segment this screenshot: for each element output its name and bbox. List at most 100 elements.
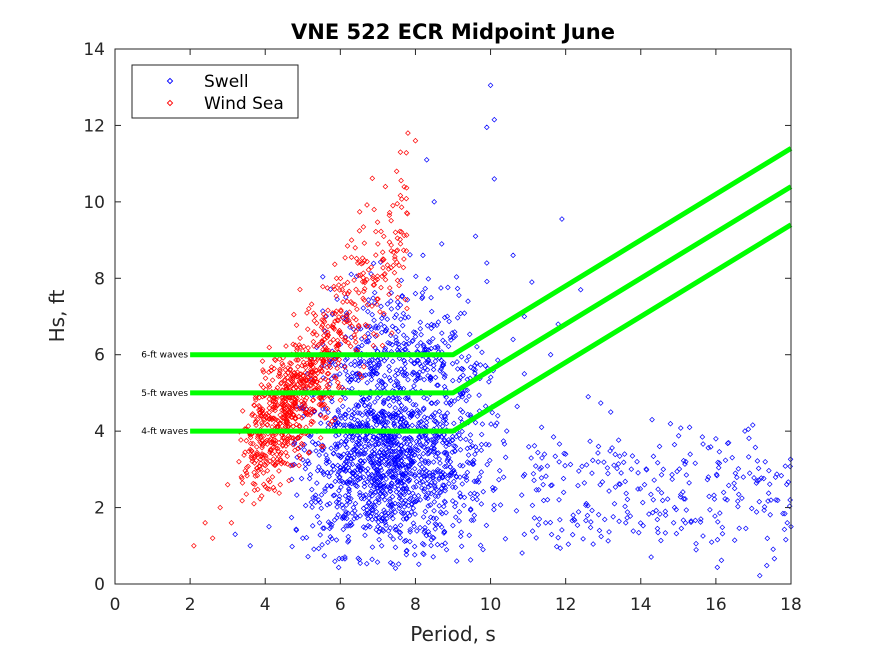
swell-point — [408, 435, 414, 442]
swell-point — [655, 486, 661, 493]
swell-point — [686, 480, 692, 486]
swell-point — [373, 456, 380, 462]
wind-sea-point — [257, 404, 263, 410]
swell-point — [655, 529, 661, 536]
swell-point — [301, 441, 308, 448]
swell-point — [427, 374, 434, 380]
swell-point — [395, 328, 402, 335]
wind-sea-point — [327, 339, 334, 346]
swell-point — [396, 495, 403, 502]
swell-point — [637, 520, 644, 526]
swell-point — [654, 516, 661, 523]
swell-point — [389, 448, 396, 455]
wind-sea-point — [299, 406, 305, 412]
wind-sea-point — [238, 437, 244, 443]
swell-point — [367, 365, 374, 372]
swell-point — [312, 492, 319, 498]
swell-point — [740, 474, 747, 480]
swell-point — [344, 372, 351, 379]
swell-point — [719, 524, 726, 531]
wind-sea-point — [298, 432, 304, 439]
wind-sea-point — [306, 449, 312, 456]
swell-point — [336, 453, 343, 459]
wind-sea-point — [303, 383, 309, 390]
wind-sea-point — [314, 342, 321, 349]
wind-sea-point — [252, 473, 259, 479]
swell-point — [766, 481, 773, 487]
swell-point — [648, 554, 654, 560]
swell-point — [454, 285, 461, 292]
wind-sea-point — [312, 376, 318, 382]
swell-point — [386, 395, 392, 401]
swell-point — [333, 537, 340, 543]
swell-point — [351, 362, 358, 369]
swell-point — [610, 514, 616, 520]
swell-point — [362, 510, 369, 517]
swell-point — [391, 433, 398, 439]
swell-point — [536, 516, 543, 522]
swell-point — [531, 443, 538, 449]
swell-point — [428, 414, 434, 420]
wind-sea-point — [276, 356, 283, 362]
swell-point — [683, 472, 690, 478]
wind-sea-point — [333, 343, 339, 349]
swell-point — [422, 365, 428, 371]
wind-sea-point — [209, 535, 216, 541]
wind-sea-point — [335, 317, 342, 324]
swell-point — [348, 271, 354, 278]
wind-sea-point — [380, 265, 386, 271]
swell-point — [315, 545, 322, 552]
wind-sea-point — [390, 202, 396, 209]
wind-sea-point — [254, 452, 260, 458]
wind-sea-point — [282, 383, 289, 389]
swell-point — [518, 492, 525, 498]
swell-point — [491, 176, 498, 182]
swell-point — [768, 497, 774, 503]
swell-point — [335, 407, 341, 413]
wind-sea-point — [266, 409, 273, 416]
swell-point — [553, 543, 560, 550]
swell-point — [404, 436, 411, 442]
swell-point — [459, 428, 465, 435]
swell-point — [474, 447, 480, 454]
wind-sea-point — [388, 264, 394, 271]
swell-point — [343, 523, 349, 529]
swell-point — [464, 387, 471, 394]
swell-point — [581, 480, 588, 486]
swell-point — [384, 316, 391, 322]
swell-point — [368, 488, 374, 495]
wind-sea-point — [356, 371, 363, 377]
wind-sea-point — [266, 400, 273, 407]
swell-point — [416, 439, 423, 445]
swell-point — [403, 341, 409, 348]
swell-point — [376, 497, 382, 503]
swell-point — [404, 297, 411, 303]
swell-point — [535, 486, 542, 493]
swell-point — [355, 403, 362, 410]
swell-point — [700, 441, 706, 447]
swell-point — [479, 421, 486, 427]
wind-sea-point — [260, 367, 266, 373]
wind-sea-point — [297, 371, 303, 378]
x-tick-label: 4 — [260, 595, 271, 615]
swell-point — [430, 449, 437, 455]
swell-point — [410, 459, 416, 465]
swell-point — [391, 461, 398, 467]
wind-sea-point — [336, 287, 343, 293]
swell-point — [438, 285, 444, 291]
swell-point — [367, 513, 374, 519]
wind-sea-point — [280, 435, 286, 441]
swell-point — [343, 437, 350, 444]
wind-sea-point — [283, 417, 290, 424]
wind-sea-point — [353, 286, 359, 293]
swell-point — [460, 391, 466, 397]
wind-sea-point — [382, 270, 388, 277]
wind-sea-point — [264, 421, 271, 428]
swell-point — [289, 543, 295, 550]
swell-point — [447, 464, 454, 470]
swell-point — [365, 465, 371, 472]
swell-point — [425, 372, 431, 379]
swell-point — [362, 525, 369, 531]
wind-sea-point — [319, 338, 326, 344]
